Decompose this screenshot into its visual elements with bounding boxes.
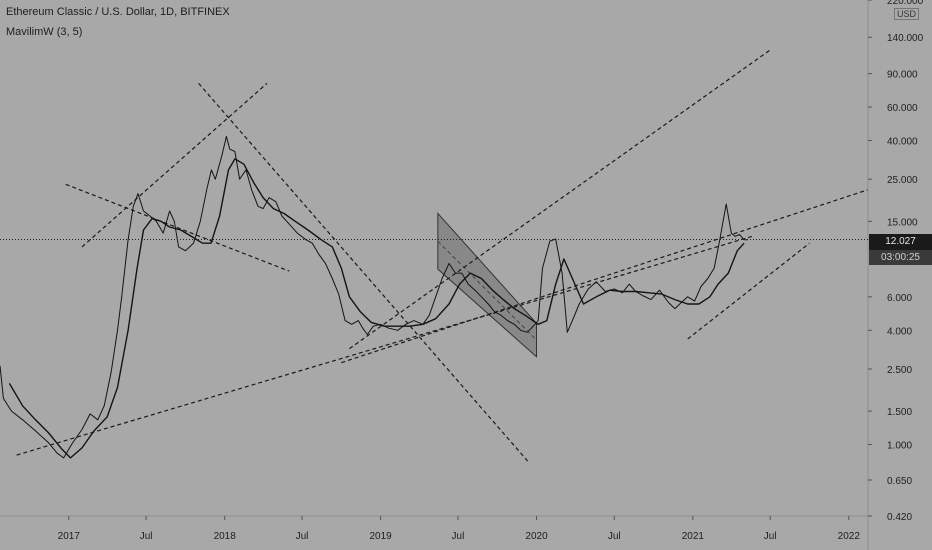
x-tick-label: Jul [296, 531, 309, 542]
x-tick-label: 2020 [525, 531, 548, 542]
dashed-trendline [65, 183, 290, 272]
bar-countdown-tag: 03:00:25 [869, 250, 932, 265]
y-tick-label: 15.000 [887, 217, 918, 228]
y-tick-label: 1.500 [887, 407, 912, 418]
x-tick-label: 2017 [58, 531, 81, 542]
y-tick-label: 90.000 [887, 70, 918, 81]
y-tick-label: 0.650 [887, 476, 912, 487]
dashed-trendline [687, 242, 810, 340]
y-tick-label: 6.000 [887, 293, 912, 304]
series-layer [0, 136, 748, 459]
y-tick-label: 40.000 [887, 136, 918, 147]
y-tick-label: 0.420 [887, 512, 912, 523]
trendline-layer [16, 49, 869, 464]
channel-midline [437, 240, 537, 341]
x-tick-label: 2018 [214, 531, 237, 542]
y-tick-label: 1.000 [887, 441, 912, 452]
indicator-legend[interactable]: MavilimW (3, 5) [6, 26, 83, 38]
y-tick-label: 140.000 [887, 33, 924, 44]
x-tick-label: Jul [608, 531, 621, 542]
dashed-trendline [16, 235, 753, 456]
x-tick-label: Jul [764, 531, 777, 542]
x-tick-label: Jul [452, 531, 465, 542]
mavilimw-line [8, 158, 745, 459]
price-line [0, 136, 748, 459]
chart-title: Ethereum Classic / U.S. Dollar, 1D, BITF… [6, 6, 230, 18]
y-tick-label: 25.000 [887, 175, 918, 186]
x-tick-label: 2019 [369, 531, 392, 542]
x-tick-label: 2021 [682, 531, 705, 542]
dashed-trendline [341, 189, 869, 364]
current-price-tag: 12.027 [869, 234, 932, 250]
currency-unit-label[interactable]: USD [894, 8, 920, 20]
y-tick-label: 2.500 [887, 365, 912, 376]
x-tick-label: 2022 [838, 531, 861, 542]
dashed-trendline [349, 49, 771, 350]
y-tick-label: 4.000 [887, 326, 912, 337]
y-tick-label: 60.000 [887, 103, 918, 114]
y-tick-label: 220.000 [887, 0, 924, 7]
x-tick-label: Jul [140, 531, 153, 542]
dashed-trendline [81, 82, 268, 248]
